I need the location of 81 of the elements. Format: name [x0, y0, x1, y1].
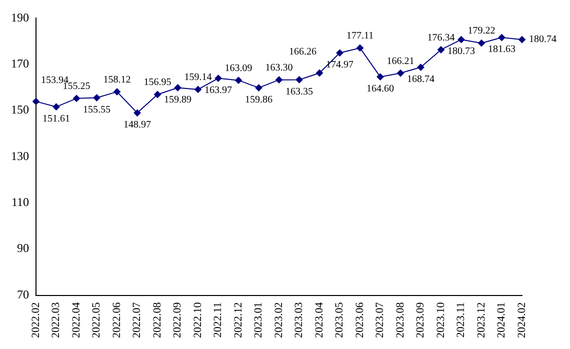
data-label: 159.86 — [245, 94, 272, 106]
x-tick-label: 2024.02 — [516, 302, 528, 338]
x-tick-label: 2022.05 — [90, 302, 103, 338]
x-tick-label: 2022.06 — [110, 302, 123, 338]
x-tick-label: 2023.06 — [354, 302, 366, 338]
point — [93, 94, 100, 102]
x-tick-label: 2023.02 — [272, 302, 285, 338]
point — [194, 86, 202, 93]
x-tick-label: 2023.12 — [475, 302, 488, 338]
x-tick-label: 2022.04 — [70, 302, 82, 338]
data-label: 156.95 — [144, 77, 172, 88]
x-tick-label: 2022.11 — [212, 302, 224, 338]
point — [296, 76, 303, 84]
point — [376, 73, 384, 80]
data-label: 168.74 — [407, 74, 434, 85]
y-tick-label: 70 — [17, 287, 29, 302]
data-label: 177.11 — [346, 30, 374, 42]
y-tick-label: 150 — [11, 102, 29, 117]
x-tick-label: 2022.03 — [50, 302, 62, 338]
x-tick-label: 2023.01 — [252, 302, 265, 338]
point — [32, 98, 40, 105]
point — [438, 46, 444, 54]
point — [478, 40, 485, 47]
x-tick-label: 2022.02 — [30, 302, 42, 338]
data-label: 166.21 — [386, 56, 414, 67]
x-tick-label: 2023.09 — [414, 302, 427, 338]
point — [276, 76, 282, 84]
x-tick-label: 2022.10 — [192, 302, 204, 338]
x-tick-label: 2023.07 — [374, 302, 386, 338]
point — [356, 44, 364, 52]
data-label: 159.89 — [164, 94, 192, 106]
x-tick-label: 2022.07 — [131, 302, 144, 338]
x-tick-label: 2024.01 — [496, 302, 508, 338]
data-label: 179.22 — [468, 26, 496, 37]
point — [458, 36, 465, 44]
data-label: 159.14 — [184, 72, 212, 84]
point — [336, 49, 344, 56]
x-tick-label: 2022.12 — [232, 302, 244, 338]
data-label: 155.55 — [83, 104, 110, 116]
point — [498, 34, 506, 42]
data-label: 164.60 — [366, 83, 394, 94]
data-label: 166.26 — [289, 46, 316, 58]
x-tick-label: 2023.10 — [434, 302, 447, 338]
point — [154, 91, 161, 98]
x-tick-label: 2023.11 — [455, 302, 468, 338]
x-tick-label: 2023.03 — [293, 302, 306, 338]
point — [174, 84, 182, 92]
data-label: 155.25 — [62, 81, 90, 92]
data-label: 163.30 — [265, 62, 293, 74]
x-tick-label: 2023.04 — [313, 302, 326, 338]
point — [52, 103, 60, 110]
point — [316, 70, 323, 77]
x-tick-label: 2023.05 — [334, 302, 346, 338]
data-label: 148.97 — [124, 120, 151, 131]
point — [73, 94, 80, 102]
x-tick-label: 2022.09 — [172, 302, 184, 338]
point — [255, 84, 262, 92]
data-label: 163.35 — [286, 86, 313, 98]
point — [518, 36, 526, 44]
y-tick-label: 130 — [11, 148, 29, 163]
y-tick-label: 170 — [11, 56, 29, 71]
y-tick-label: 190 — [11, 10, 29, 24]
point — [397, 70, 404, 77]
x-tick-label: 2022.08 — [151, 302, 164, 338]
point — [114, 88, 120, 96]
data-label: 163.09 — [224, 62, 252, 74]
point — [235, 76, 242, 84]
data-label: 180.74 — [529, 34, 556, 46]
data-label: 180.73 — [448, 46, 475, 58]
data-label: 151.61 — [42, 113, 70, 124]
data-label: 163.97 — [204, 84, 232, 96]
point — [417, 64, 424, 71]
data-label: 176.34 — [427, 32, 455, 44]
x-tick-label: 2023.08 — [394, 302, 406, 338]
data-label: 174.97 — [326, 60, 354, 71]
y-tick-label: 110 — [11, 195, 29, 210]
data-label: 158.12 — [103, 74, 131, 86]
y-tick-label: 90 — [17, 241, 29, 256]
data-label: 181.63 — [488, 44, 516, 56]
point — [134, 109, 141, 116]
point — [214, 74, 222, 82]
